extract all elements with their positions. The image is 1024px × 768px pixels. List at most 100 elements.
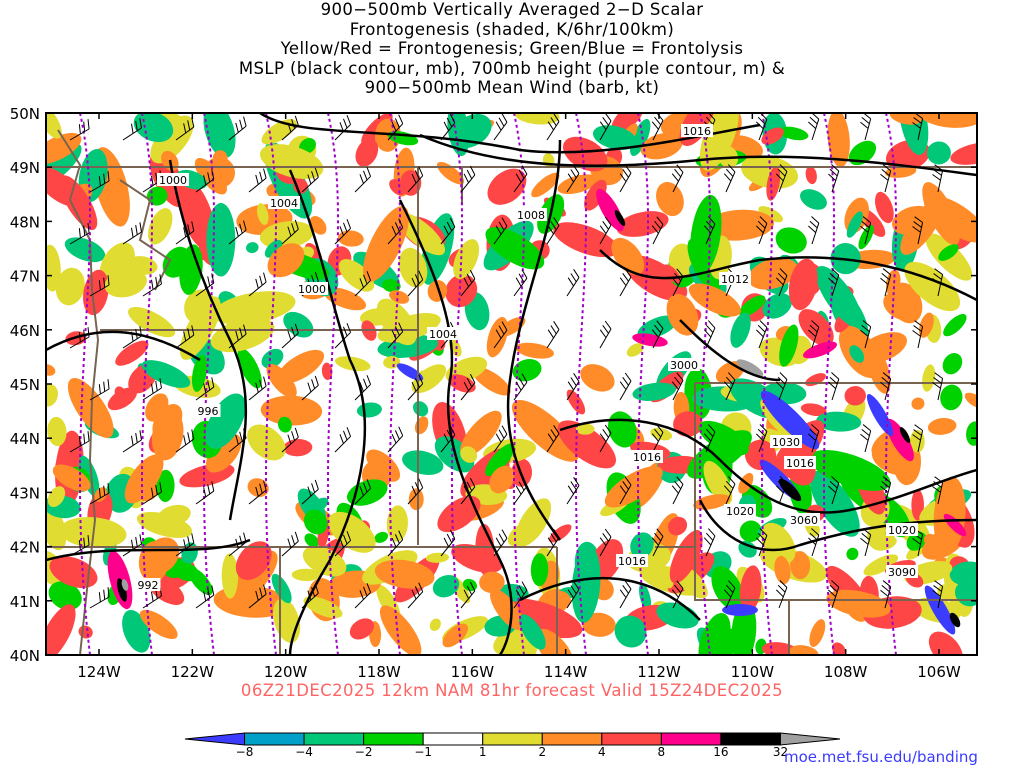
frontogenesis-cell xyxy=(485,443,515,477)
frontogenesis-cell xyxy=(398,247,428,288)
wind-barb xyxy=(671,372,684,401)
frontogenesis-cell xyxy=(580,364,615,392)
wind-barb xyxy=(142,274,162,297)
frontogenesis-cell xyxy=(429,618,441,631)
frontogenesis-cell xyxy=(698,420,749,456)
frontogenesis-cell xyxy=(46,604,76,655)
wind-barb xyxy=(599,113,612,141)
frontogenesis-cell xyxy=(557,174,598,195)
mslp-contour-label: 1016 xyxy=(683,125,711,138)
wind-barb xyxy=(387,218,404,245)
wind-barb xyxy=(334,531,352,557)
wind-barb xyxy=(703,528,716,557)
frontogenesis-cell xyxy=(191,354,208,392)
frontogenesis-cell xyxy=(47,416,67,447)
wind-barb xyxy=(619,372,632,401)
wind-barb xyxy=(228,220,247,245)
credit-link[interactable]: moe.met.fsu.edu/banding xyxy=(784,748,978,766)
frontogenesis-cell xyxy=(237,348,262,389)
wind-barb xyxy=(755,320,768,349)
wind-barb xyxy=(281,219,299,245)
frontogenesis-cell xyxy=(386,505,408,542)
wind-barb xyxy=(828,580,840,609)
wind-barb xyxy=(195,169,215,193)
frontogenesis-cell xyxy=(919,312,934,338)
frontogenesis-cell xyxy=(283,311,314,338)
longitude-label: 110W xyxy=(731,663,775,681)
mslp-contour-label: 1004 xyxy=(270,197,298,210)
title-line-5: 900−500mb Mean Wind (barb, kt) xyxy=(364,78,660,97)
wind-barb xyxy=(932,164,944,193)
latitude-label: 40N xyxy=(10,647,40,665)
wind-barb xyxy=(248,584,267,609)
wind-barb xyxy=(703,424,716,453)
frontogenesis-cell xyxy=(309,216,327,235)
frontogenesis-cell xyxy=(736,359,764,377)
frontogenesis-cell xyxy=(688,283,741,317)
mslp-contour-label: 1012 xyxy=(721,273,749,286)
frontogenesis-cell xyxy=(940,384,963,411)
title-line-4: MSLP (black contour, mb), 700mb height (… xyxy=(238,58,786,78)
colorbar-label: −2 xyxy=(354,745,373,759)
wind-barb xyxy=(69,119,90,141)
frontogenesis-cell xyxy=(366,449,401,482)
wind-barb xyxy=(69,223,90,245)
frontogenesis-cell xyxy=(47,486,66,508)
wind-barb xyxy=(69,535,90,557)
frontogenesis-cell xyxy=(261,348,284,369)
colorbar-label: 4 xyxy=(597,745,606,759)
frontogenesis-cell xyxy=(124,454,164,504)
frontogenesis-cell xyxy=(942,353,963,375)
longitude-label: 112W xyxy=(637,663,681,681)
wind-barb xyxy=(566,165,580,193)
frontogenesis-cell xyxy=(809,470,860,537)
wind-barb xyxy=(619,580,632,609)
wind-barb xyxy=(407,270,424,297)
frontogenesis-cell xyxy=(151,409,184,461)
wind-barb xyxy=(513,269,528,297)
mslp-contour-line xyxy=(599,249,977,302)
frontogenesis-cell xyxy=(889,113,922,125)
mslp-contours xyxy=(46,113,977,655)
wind-barb xyxy=(142,378,162,401)
wind-barb xyxy=(195,585,215,609)
wind-barb xyxy=(407,166,424,193)
wind-barb xyxy=(651,528,664,557)
wind-barb xyxy=(775,268,788,297)
frontogenesis-cell xyxy=(928,631,963,655)
mslp-contour-label: 1016 xyxy=(618,555,646,568)
frontogenesis-cell xyxy=(571,545,601,623)
latitude-label: 41N xyxy=(10,593,40,611)
wind-barb xyxy=(407,478,424,505)
wind-barb xyxy=(912,424,924,453)
frontogenesis-cell xyxy=(703,460,733,505)
latitude-label: 50N xyxy=(10,105,40,123)
wind-barb xyxy=(248,480,267,505)
wind-barb xyxy=(122,118,142,141)
colorbar-segment xyxy=(482,732,543,746)
wind-barb xyxy=(828,476,840,505)
wind-barb xyxy=(671,580,684,609)
frontogenesis-cell xyxy=(396,363,424,381)
wind-barb xyxy=(566,477,580,505)
frontogenesis-cell xyxy=(512,359,542,382)
frontogenesis-cell xyxy=(667,516,688,536)
wind-barb xyxy=(546,113,560,141)
frontogenesis-cell xyxy=(809,619,826,647)
frontogenesis-cell xyxy=(413,401,429,417)
wind-barb xyxy=(755,216,768,245)
frontogenesis-cell xyxy=(432,575,460,598)
frontogenesis-cell xyxy=(259,144,324,180)
frontogenesis-cell xyxy=(761,127,784,145)
wind-barb xyxy=(808,216,820,245)
frontogenesis-cell xyxy=(809,450,891,491)
wind-barb xyxy=(880,476,892,505)
wind-barb xyxy=(808,424,820,453)
wind-barb xyxy=(566,581,580,609)
wind-barb xyxy=(513,165,528,193)
frontogenesis-cell xyxy=(964,392,977,409)
wind-barb xyxy=(301,375,319,401)
colorbar-label: 16 xyxy=(713,745,729,759)
wind-barb xyxy=(513,581,528,609)
frontogenesis-cell xyxy=(654,566,674,589)
